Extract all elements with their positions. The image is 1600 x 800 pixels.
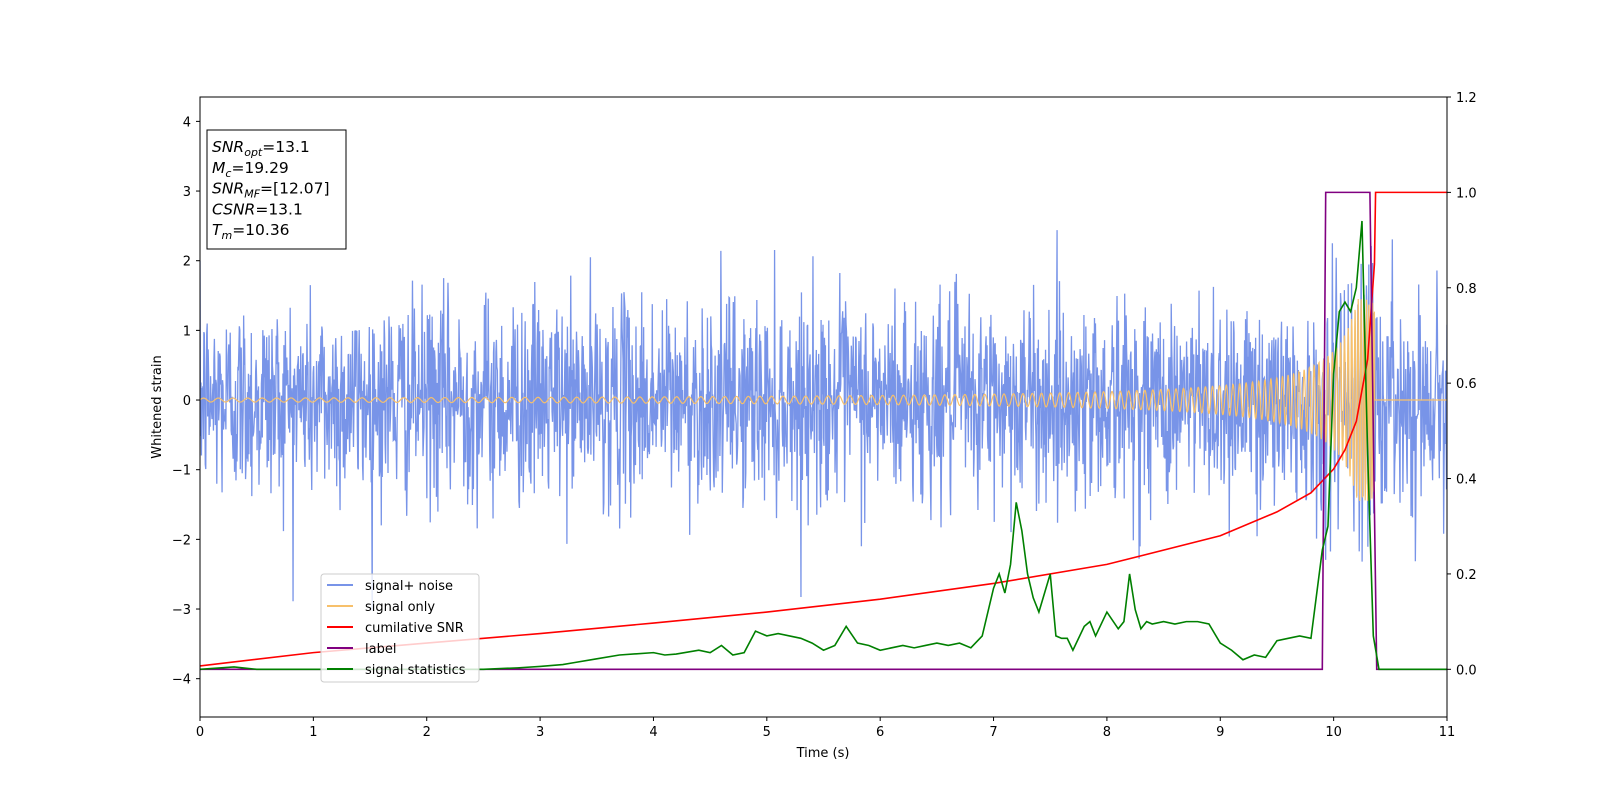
series-signal-only [200, 299, 1447, 502]
y-tick-label: 1 [183, 324, 191, 339]
x-tick-label: 7 [989, 725, 997, 740]
legend-frame [320, 573, 480, 683]
info-box: SNRopt=13.1Mc=19.29SNRMF=[12.07]CSNR=13.… [206, 129, 347, 250]
info-box-line: SNRMF=[12.07] [212, 180, 330, 201]
y-tick-label: 2 [183, 255, 191, 270]
x-tick-label: 3 [536, 725, 544, 740]
x-tick-label: 11 [1439, 725, 1456, 740]
legend-entry: label [365, 642, 396, 657]
x-tick-label: 6 [876, 725, 884, 740]
series-signal-statistics [200, 220, 1447, 671]
y-tick-label: −3 [172, 603, 191, 618]
y2-tick-label: 0.8 [1456, 282, 1477, 297]
y2-tick-label: 0.6 [1456, 377, 1477, 392]
y2-tick-label: 1.2 [1456, 91, 1477, 106]
x-tick-label: 2 [423, 725, 431, 740]
x-tick-label: 4 [649, 725, 657, 740]
info-box-frame [206, 129, 347, 250]
info-box-line: SNRopt=13.1 [212, 138, 310, 159]
x-axis-label: Time (s) [796, 746, 850, 761]
x-tick-label: 8 [1103, 725, 1111, 740]
y-tick-label: −4 [172, 673, 191, 688]
info-box-line: Mc=19.29 [212, 159, 289, 180]
legend-entry: signal only [365, 600, 435, 615]
y-tick-label: 0 [183, 394, 191, 409]
info-box-line: CSNR=13.1 [212, 200, 303, 218]
y-axis-label: Whitened strain [150, 355, 165, 458]
y2-tick-label: 0.4 [1456, 473, 1477, 488]
y-tick-label: 4 [183, 115, 191, 130]
series-cumulative-snr [200, 191, 1447, 667]
y2-tick-label: 1.0 [1456, 186, 1477, 201]
y-tick-label: 3 [183, 185, 191, 200]
x-tick-label: 1 [309, 725, 317, 740]
y-tick-label: −1 [172, 464, 191, 479]
legend: signal+ noise signal only cumilative SNR la… [320, 573, 480, 683]
y2-tick-label: 0.2 [1456, 568, 1477, 583]
x-tick-label: 5 [763, 725, 771, 740]
info-box-line: Tm=10.36 [212, 221, 290, 242]
legend-entry: signal statistics [365, 663, 466, 678]
x-tick-label: 0 [196, 725, 204, 740]
series-signal-noise [200, 230, 1447, 611]
y-tick-label: −2 [172, 533, 191, 548]
plot-frame [199, 96, 1448, 718]
legend-entry: cumilative SNR [365, 621, 464, 636]
x-tick-label: 10 [1325, 725, 1342, 740]
y2-tick-label: 0.0 [1456, 663, 1477, 678]
x-tick-label: 9 [1216, 725, 1224, 740]
legend-entry: signal+ noise [365, 579, 453, 594]
